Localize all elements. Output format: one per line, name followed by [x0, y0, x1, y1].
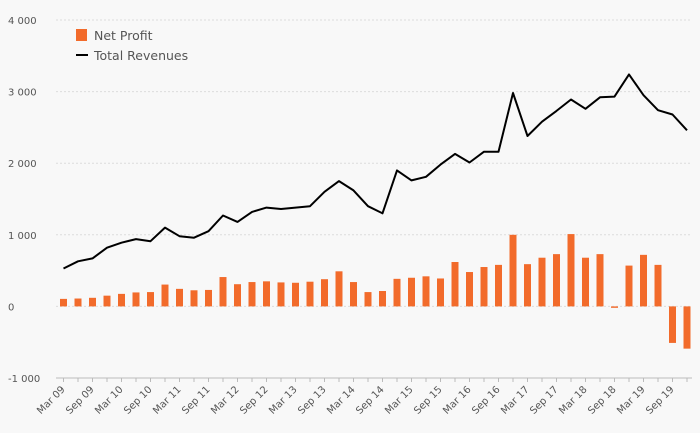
net-profit-bar [596, 254, 604, 307]
net-profit-bar [422, 276, 430, 307]
net-profit-bar [669, 306, 676, 343]
x-tick-label: Mar 17 [499, 384, 531, 416]
net-profit-bar [466, 272, 473, 307]
total-revenues-line [63, 73, 688, 270]
net-profit-bar [219, 277, 227, 307]
net-profit-bar [524, 264, 531, 307]
x-tick-label: Sep 09 [64, 384, 96, 416]
x-tick-label: Mar 13 [267, 384, 299, 416]
net-profit-bar [74, 298, 82, 307]
net-profit-bar [582, 257, 589, 307]
legend-label-total-revenues: Total Revenues [93, 48, 188, 63]
net-profit-bar [161, 284, 169, 307]
net-profit-bar [118, 293, 125, 307]
x-tick-label: Sep 18 [586, 384, 618, 416]
net-profit-bar [553, 254, 560, 307]
net-profit-bar [132, 292, 140, 307]
net-profit-bar [611, 306, 618, 308]
y-tick-label: 4 000 [8, 16, 37, 27]
x-tick-label: Mar 10 [93, 384, 125, 416]
y-tick-label: -1 000 [8, 374, 40, 385]
net-profit-bar [480, 267, 488, 307]
y-axis: -1 000 0 1 000 2 000 3 000 4 000 [8, 16, 40, 385]
x-tick-label: Sep 11 [180, 384, 212, 416]
x-tick-label: Sep 16 [470, 384, 502, 416]
legend-label-net-profit: Net Profit [94, 28, 153, 43]
net-profit-bars [60, 234, 691, 349]
x-tick-label: Mar 12 [209, 384, 241, 416]
net-profit-bar [335, 271, 343, 307]
net-profit-bar [364, 292, 372, 307]
net-profit-bar [654, 264, 662, 307]
net-profit-bar [350, 282, 357, 307]
net-profit-bar [248, 282, 256, 307]
x-tick-label: Mar 09 [35, 384, 67, 416]
net-profit-bar [683, 306, 691, 349]
x-tick-label: Sep 13 [296, 384, 328, 416]
net-profit-bar [205, 289, 212, 307]
net-profit-bar [306, 281, 314, 307]
x-tick-label: Mar 16 [441, 384, 473, 416]
legend: Net Profit Total Revenues [76, 28, 188, 63]
net-profit-bar [451, 262, 459, 307]
net-profit-bar [393, 278, 401, 307]
legend-swatch-net-profit [76, 29, 87, 41]
net-profit-bar [60, 298, 67, 307]
x-tick-label: Mar 15 [383, 384, 415, 416]
net-profit-bar [408, 277, 415, 307]
x-tick-label: Mar 19 [615, 384, 647, 416]
net-profit-bar [495, 264, 502, 307]
net-profit-bar [176, 288, 183, 307]
x-tick-label: Sep 17 [528, 384, 560, 416]
x-tick-label: Mar 11 [151, 384, 183, 416]
x-tick-label: Sep 14 [354, 384, 386, 416]
net-profit-bar [147, 292, 154, 307]
y-tick-label: 0 [8, 302, 14, 313]
y-tick-label: 3 000 [8, 88, 37, 99]
y-tick-label: 2 000 [8, 159, 37, 170]
net-profit-bar [234, 284, 241, 307]
net-profit-bar [625, 265, 633, 307]
y-tick-label: 1 000 [8, 231, 37, 242]
net-profit-bar [437, 278, 444, 307]
net-profit-bar [89, 297, 96, 307]
x-tick-label: Mar 18 [557, 384, 589, 416]
x-tick-label: Sep 12 [238, 384, 270, 416]
net-profit-bar [321, 279, 328, 307]
net-profit-bar [567, 234, 575, 307]
net-profit-bar [292, 282, 299, 307]
net-profit-bar [538, 257, 546, 307]
net-profit-bar [509, 234, 517, 307]
x-tick-label: Mar 14 [325, 384, 357, 416]
net-profit-bar [640, 254, 647, 307]
net-profit-bar [103, 295, 111, 307]
x-tick-label: Sep 15 [412, 384, 444, 416]
net-profit-bar [277, 282, 285, 307]
net-profit-bar [263, 281, 270, 307]
net-profit-bar [379, 291, 386, 307]
x-tick-label: Sep 19 [644, 384, 676, 416]
x-tick-label: Sep 10 [122, 384, 154, 416]
net-profit-bar [190, 290, 198, 307]
